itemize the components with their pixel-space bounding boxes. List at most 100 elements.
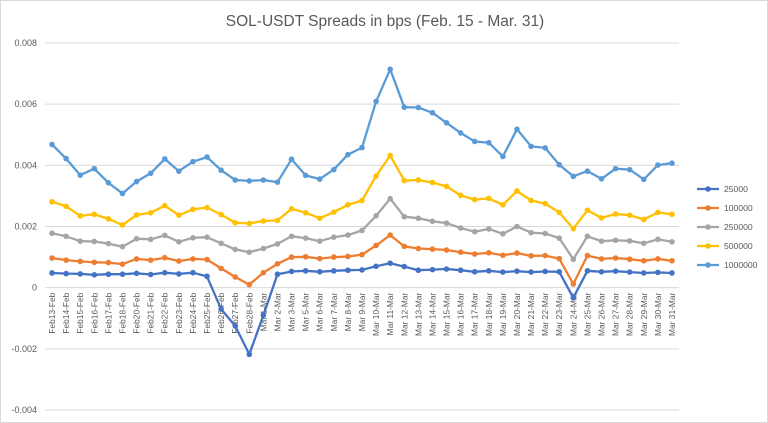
data-point [359, 227, 365, 234]
data-point [105, 216, 112, 222]
data-point [528, 269, 534, 275]
data-point [147, 236, 154, 243]
data-point [63, 270, 69, 277]
data-point [471, 196, 478, 203]
data-point [260, 245, 267, 252]
data-point [77, 258, 84, 265]
data-point [302, 268, 309, 274]
data-point [105, 271, 112, 278]
data-point [133, 212, 140, 218]
data-point [514, 223, 520, 230]
data-point [331, 166, 337, 173]
x-tick-label: Mar 16-Mar [456, 292, 466, 335]
data-point [331, 234, 337, 241]
data-point [626, 269, 633, 275]
x-tick-label: Feb14-Feb [61, 292, 71, 333]
x-tick-label: Mar 30-Mar [653, 292, 663, 335]
data-point [288, 233, 295, 240]
data-point [345, 253, 351, 260]
data-point [204, 154, 210, 160]
data-point [260, 269, 267, 276]
data-point [387, 260, 393, 267]
data-point [387, 232, 393, 238]
y-axis-tick-labels: -0.004 -0.002 0 0.002 0.004 0.006 0.008 [11, 38, 37, 415]
data-point [63, 257, 69, 263]
data-point [373, 263, 379, 270]
data-point [232, 323, 238, 329]
y-tick-label: 0.002 [14, 222, 37, 232]
data-point [190, 256, 196, 262]
data-point [147, 170, 154, 177]
data-point [345, 232, 351, 238]
data-point [500, 269, 506, 275]
data-point [415, 177, 422, 183]
series-line [51, 68, 673, 195]
data-point [542, 252, 548, 259]
data-point [119, 261, 126, 267]
data-point [49, 230, 55, 237]
data-point [63, 203, 69, 210]
y-tick-label: 0.004 [14, 160, 37, 170]
data-point [161, 232, 168, 239]
y-tick-label: 0 [32, 283, 37, 293]
data-point [401, 104, 408, 111]
data-point [570, 256, 577, 263]
data-point [316, 238, 323, 244]
legend-swatch-marker [705, 262, 711, 268]
data-point [471, 138, 478, 145]
x-tick-label: Mar 11-Mar [385, 292, 395, 335]
data-point [49, 255, 55, 261]
series-lines [49, 66, 675, 358]
data-point [556, 235, 563, 241]
data-point [415, 267, 422, 274]
data-point [584, 233, 591, 240]
data-point [274, 261, 281, 267]
data-point [542, 230, 548, 237]
data-point [443, 183, 450, 190]
x-tick-label: Mar 18-Mar [484, 292, 494, 335]
data-point [49, 270, 55, 276]
data-point [584, 168, 591, 174]
data-point [119, 190, 126, 197]
series-1000000 [49, 66, 675, 197]
data-point [415, 104, 422, 111]
data-point [345, 151, 351, 158]
data-point [415, 215, 422, 222]
data-point [626, 256, 633, 263]
data-point [514, 126, 520, 133]
data-point [316, 215, 323, 222]
x-tick-label: Feb21-Feb [146, 292, 156, 333]
data-point [77, 212, 84, 219]
data-point [190, 269, 196, 276]
x-tick-label: Feb27-Feb [230, 292, 240, 333]
data-point [49, 141, 55, 148]
y-tick-label: 0.008 [14, 38, 37, 48]
x-tick-label: Feb23-Feb [174, 292, 184, 333]
data-point [471, 251, 478, 257]
data-point [457, 130, 464, 136]
data-point [457, 249, 464, 255]
data-point [584, 252, 591, 259]
series-500000 [49, 152, 675, 232]
x-tick-label: Mar 31-Mar [667, 292, 677, 335]
data-point [584, 268, 591, 274]
data-point [556, 255, 563, 262]
legend-item-100000: 100000 [697, 203, 753, 213]
data-point [443, 220, 450, 226]
data-point [542, 200, 548, 207]
data-point [500, 252, 506, 259]
data-point [119, 222, 126, 228]
series-line [51, 233, 673, 286]
data-point [246, 281, 253, 288]
data-point [542, 268, 548, 275]
x-tick-label: Mar 25-Mar [582, 292, 592, 335]
data-point [133, 178, 140, 185]
data-point [91, 259, 98, 266]
x-tick-label: Mar 5-Mar [301, 292, 311, 331]
data-point [387, 66, 393, 73]
data-point [584, 207, 591, 214]
data-point [260, 312, 267, 318]
data-point [429, 109, 436, 116]
data-point [514, 250, 520, 256]
data-point [401, 177, 408, 184]
